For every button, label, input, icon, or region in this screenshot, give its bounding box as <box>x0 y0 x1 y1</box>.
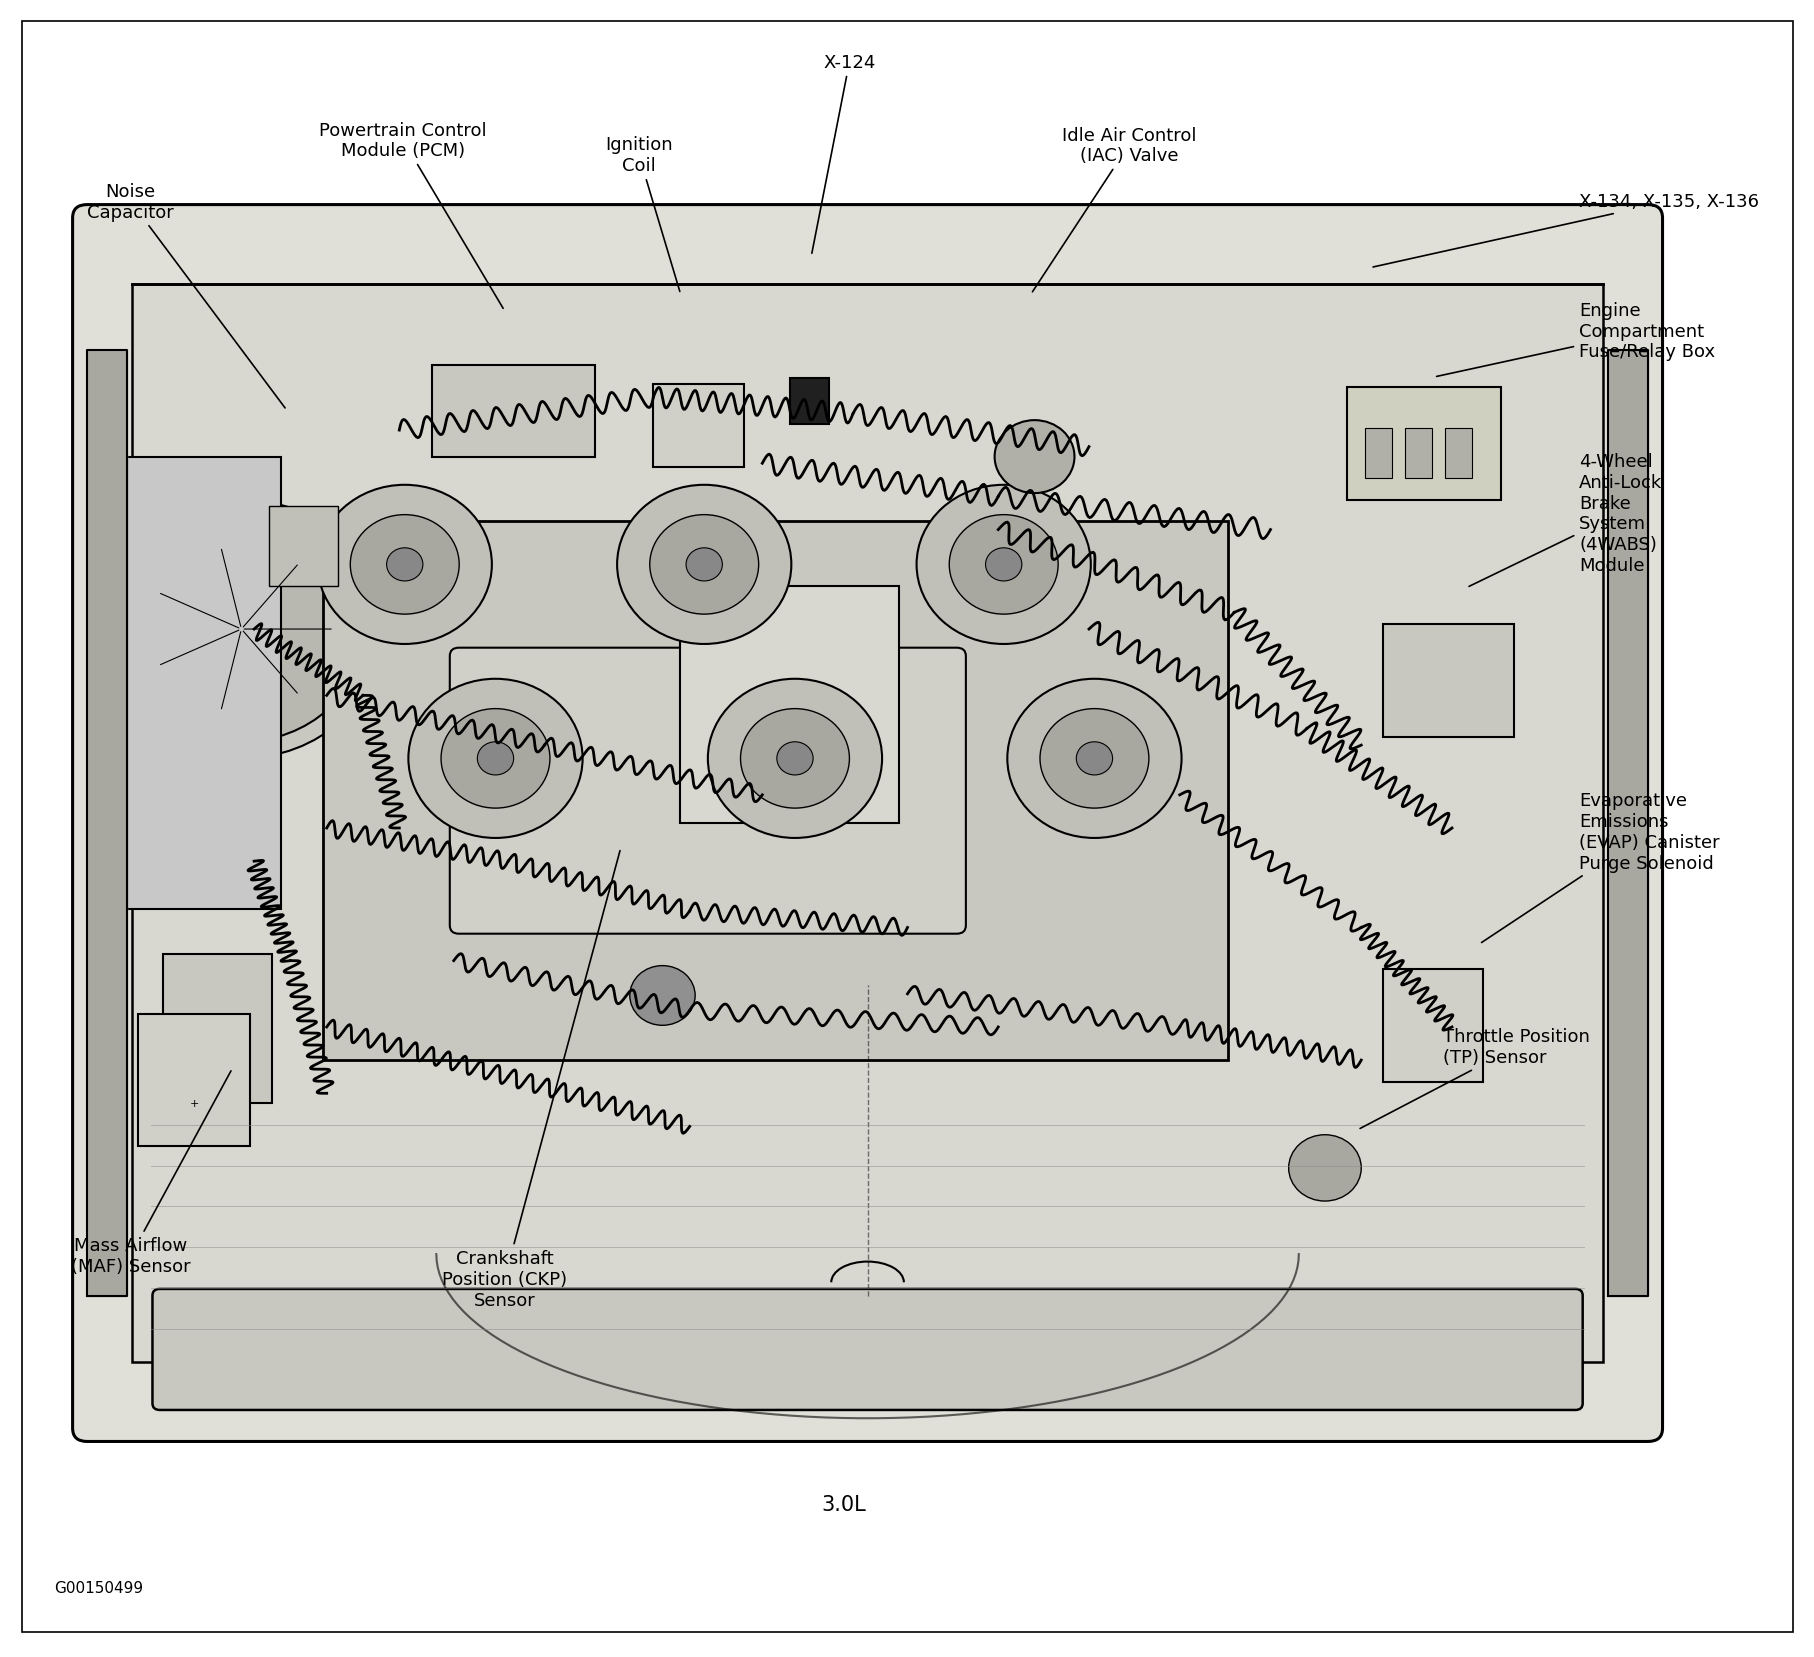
Circle shape <box>629 966 695 1026</box>
Bar <box>1364 429 1391 479</box>
Circle shape <box>477 742 513 775</box>
Circle shape <box>317 486 492 645</box>
Text: X-134, X-135, X-136: X-134, X-135, X-136 <box>1371 194 1758 268</box>
Bar <box>1382 625 1513 737</box>
Circle shape <box>1007 679 1181 838</box>
Circle shape <box>707 679 882 838</box>
Bar <box>163 954 272 1104</box>
Bar <box>132 285 1602 1362</box>
FancyBboxPatch shape <box>450 648 965 935</box>
Bar <box>653 386 744 469</box>
Circle shape <box>949 515 1058 615</box>
Bar <box>680 587 898 824</box>
Bar <box>268 507 337 587</box>
Circle shape <box>408 679 582 838</box>
Bar <box>1444 429 1471 479</box>
Circle shape <box>1288 1135 1360 1201</box>
Circle shape <box>219 610 263 650</box>
Bar <box>789 378 829 424</box>
Text: X-124: X-124 <box>811 55 874 254</box>
Circle shape <box>617 486 791 645</box>
Text: Throttle Position
(TP) Sensor: Throttle Position (TP) Sensor <box>1359 1027 1589 1128</box>
Bar <box>323 522 1228 1060</box>
Text: Engine
Compartment
Fuse/Relay Box: Engine Compartment Fuse/Relay Box <box>1435 302 1714 378</box>
Bar <box>127 457 281 910</box>
Circle shape <box>1039 709 1148 809</box>
Circle shape <box>118 517 365 742</box>
Circle shape <box>649 515 758 615</box>
Text: 3.0L: 3.0L <box>822 1495 865 1514</box>
Circle shape <box>686 548 722 582</box>
Circle shape <box>1076 742 1112 775</box>
Text: Mass Airflow
(MAF) Sensor: Mass Airflow (MAF) Sensor <box>71 1070 230 1276</box>
Polygon shape <box>87 351 127 1296</box>
Bar <box>432 366 595 457</box>
Text: Evaporative
Emissions
(EVAP) Canister
Purge Solenoid: Evaporative Emissions (EVAP) Canister Pu… <box>1480 792 1718 943</box>
FancyBboxPatch shape <box>152 1289 1582 1410</box>
Text: Idle Air Control
(IAC) Valve: Idle Air Control (IAC) Valve <box>1032 126 1195 293</box>
Circle shape <box>916 486 1090 645</box>
Polygon shape <box>1607 351 1647 1296</box>
Bar <box>1404 429 1431 479</box>
Circle shape <box>740 709 849 809</box>
Text: Noise
Capacitor: Noise Capacitor <box>87 182 285 409</box>
Text: 4-Wheel
Anti-Lock
Brake
System
(4WABS)
Module: 4-Wheel Anti-Lock Brake System (4WABS) M… <box>1468 452 1662 587</box>
Circle shape <box>350 515 459 615</box>
Circle shape <box>985 548 1021 582</box>
Circle shape <box>776 742 813 775</box>
Bar <box>138 1014 250 1147</box>
Circle shape <box>386 548 423 582</box>
Circle shape <box>100 500 383 759</box>
Text: Ignition
Coil: Ignition Coil <box>604 136 680 292</box>
FancyBboxPatch shape <box>73 205 1662 1442</box>
Circle shape <box>441 709 550 809</box>
Bar <box>1346 388 1500 500</box>
Text: Powertrain Control
Module (PCM): Powertrain Control Module (PCM) <box>319 121 502 310</box>
Text: Crankshaft
Position (CKP)
Sensor: Crankshaft Position (CKP) Sensor <box>443 852 620 1309</box>
Circle shape <box>994 421 1074 494</box>
Text: G00150499: G00150499 <box>54 1579 143 1596</box>
Text: +: + <box>189 1099 200 1109</box>
Bar <box>1382 969 1482 1082</box>
